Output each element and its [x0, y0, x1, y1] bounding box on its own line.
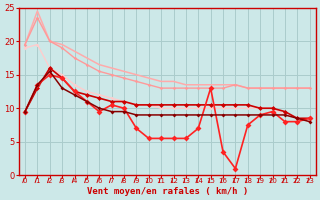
X-axis label: Vent moyen/en rafales ( km/h ): Vent moyen/en rafales ( km/h ) — [87, 187, 248, 196]
